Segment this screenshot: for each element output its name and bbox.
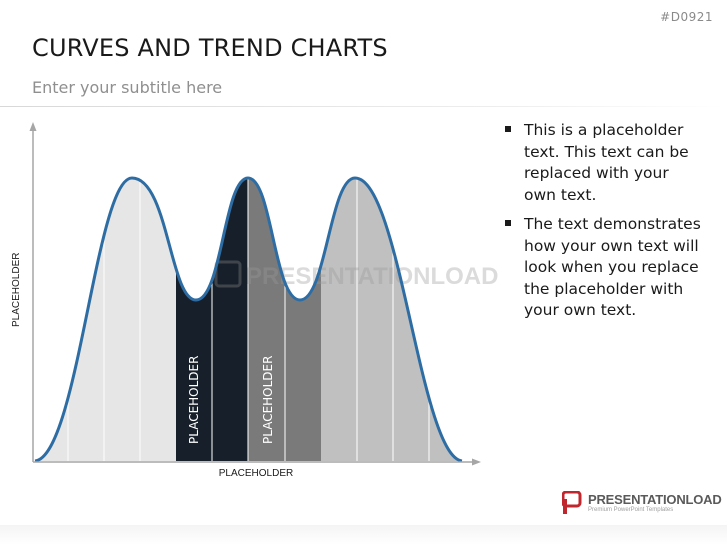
bullet-square-icon bbox=[505, 220, 511, 226]
y-axis-label: PLACEHOLDER bbox=[11, 253, 22, 327]
y-axis-arrow-icon bbox=[29, 122, 37, 131]
band-gray bbox=[321, 178, 462, 461]
bullet-text: This is a placeholder text. This text ca… bbox=[524, 121, 689, 204]
logo-brand-text: PRESENTATIONLOAD bbox=[588, 492, 722, 507]
watermark-text: PRESENTATIONLOAD bbox=[246, 263, 498, 290]
slide-id: #D0921 bbox=[660, 10, 713, 24]
bullet-square-icon bbox=[505, 126, 511, 132]
bullet-item: This is a placeholder text. This text ca… bbox=[500, 120, 705, 206]
page-subtitle: Enter your subtitle here bbox=[32, 78, 223, 97]
curve-chart: PRESENTATIONLOAD PLACEHOLDER PLACEHOLDER… bbox=[11, 122, 498, 479]
curve-fill-bands bbox=[35, 178, 462, 461]
x-axis-arrow-icon bbox=[472, 458, 481, 466]
trend-curve bbox=[34, 176, 463, 463]
bullet-list: This is a placeholder text. This text ca… bbox=[500, 120, 705, 330]
bullet-item: The text demonstrates how your own text … bbox=[500, 214, 705, 322]
presentationload-logo-icon bbox=[562, 491, 582, 514]
band-light bbox=[35, 178, 176, 461]
x-axis-label: PLACEHOLDER bbox=[219, 468, 293, 479]
watermark: PRESENTATIONLOAD bbox=[214, 260, 498, 290]
header-divider bbox=[0, 106, 727, 107]
logo-tagline: Premium PowerPoint Templates bbox=[588, 507, 674, 513]
bullet-text: The text demonstrates how your own text … bbox=[524, 215, 701, 319]
footer-band bbox=[0, 525, 727, 545]
brand-logo: PRESENTATIONLOAD Premium PowerPoint Temp… bbox=[562, 490, 722, 516]
watermark-icon bbox=[214, 260, 242, 288]
page-title: CURVES AND TREND CHARTS bbox=[32, 34, 388, 62]
segment-label-mid: PLACEHOLDER bbox=[261, 356, 275, 444]
segment-label-dark: PLACEHOLDER bbox=[187, 356, 201, 444]
